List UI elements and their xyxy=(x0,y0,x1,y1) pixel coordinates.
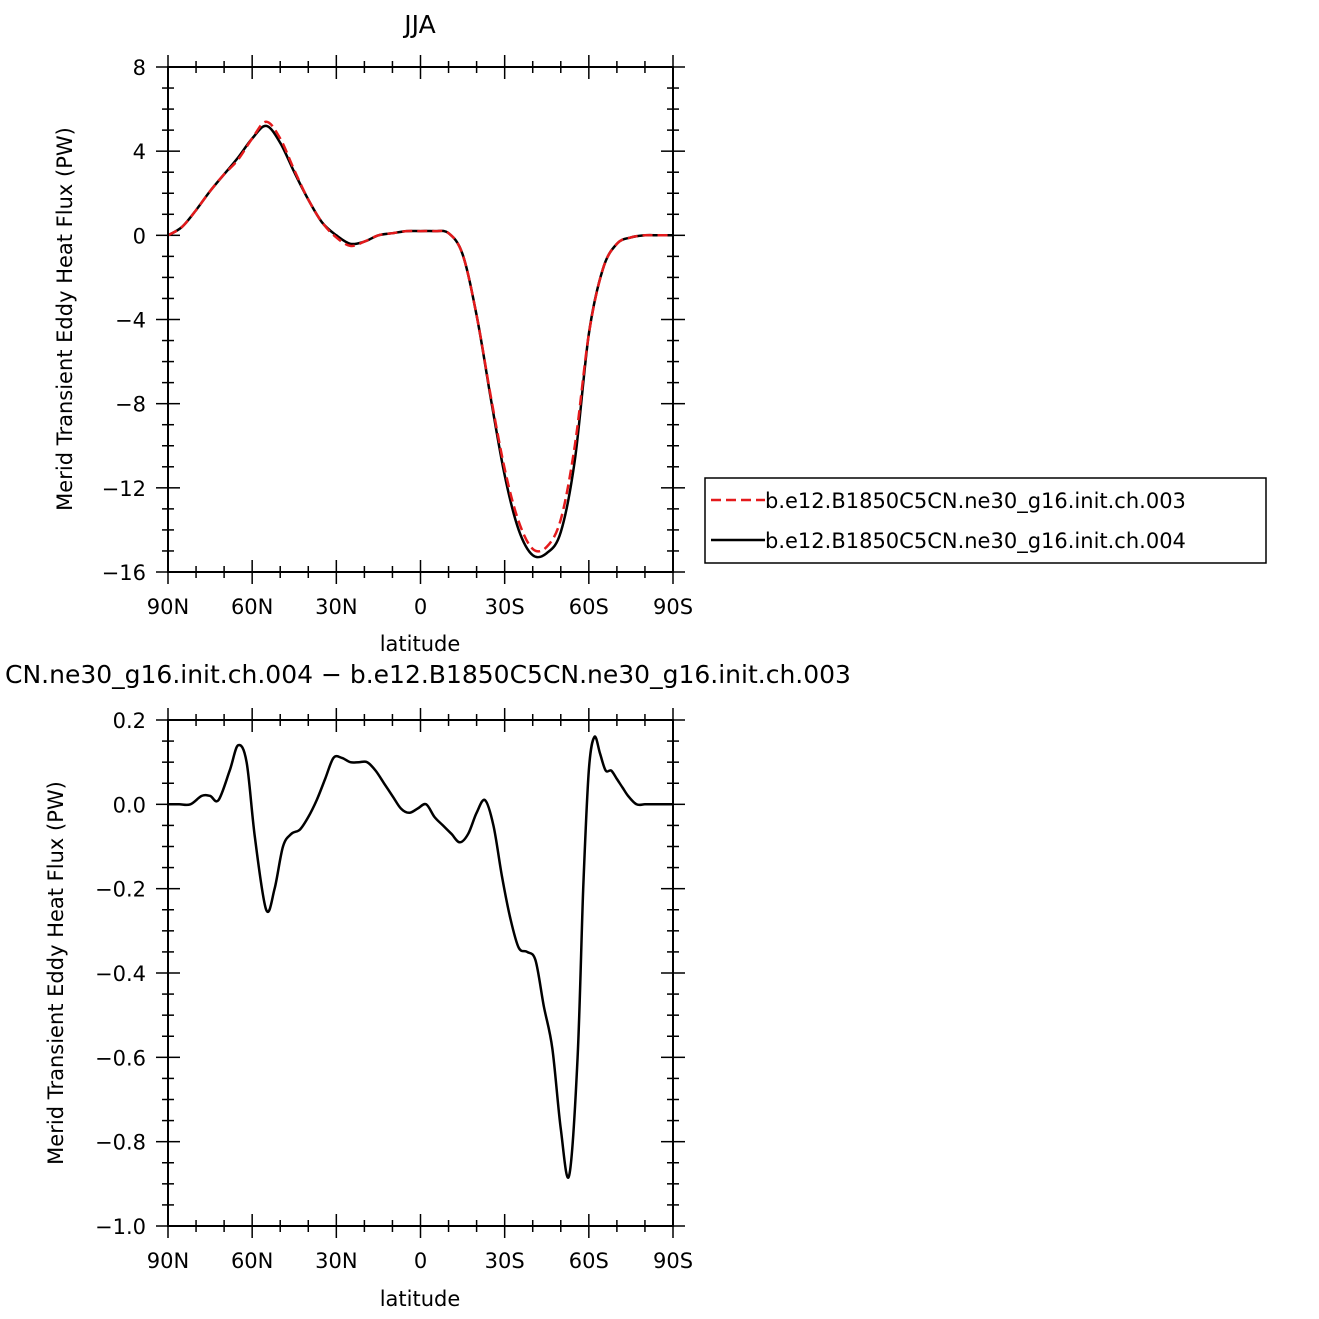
panel-top-title: JJA xyxy=(402,10,435,39)
series-line-1-0 xyxy=(168,735,673,1179)
legend-label-003: b.e12.B1850C5CN.ne30_g16.init.ch.003 xyxy=(765,489,1186,514)
y-tick-label: −0.2 xyxy=(95,878,146,902)
x-tick-label: 60N xyxy=(231,595,273,619)
panel-top-series xyxy=(167,120,673,559)
panel-bottom-frame xyxy=(167,719,674,1227)
x-tick-label: 30S xyxy=(485,595,525,619)
panel-bottom-title: CN.ne30_g16.init.ch.004 − b.e12.B1850C5C… xyxy=(5,660,851,689)
y-tick-label: −0.8 xyxy=(95,1131,146,1155)
x-tick-label: 30N xyxy=(315,1249,357,1273)
panel-bottom-series xyxy=(168,735,673,1179)
panel-top-x-axis-label: latitude xyxy=(380,632,461,656)
x-tick-label: 60N xyxy=(231,1249,273,1273)
x-tick-label: 30S xyxy=(485,1249,525,1273)
panel-bottom-ticks: 90N 60N 30N 0 30S 60S 90S 0.2 0.0 −0.2 −0.4 −0.6 −0.… xyxy=(95,708,693,1273)
x-tick-label: 60S xyxy=(569,595,609,619)
y-tick-label: −0.6 xyxy=(95,1046,146,1070)
panel-top-y-axis-label: Merid Transient Eddy Heat Flux (PW) xyxy=(53,127,77,511)
y-tick-label: −1.0 xyxy=(95,1215,146,1239)
y-tick-label: −12 xyxy=(102,477,146,501)
x-tick-label: 30N xyxy=(315,595,357,619)
legend-box xyxy=(704,477,1267,564)
y-tick-label: 0.0 xyxy=(113,793,146,817)
y-tick-label: 8 xyxy=(133,56,146,80)
y-tick-label: −8 xyxy=(115,393,146,417)
panel-bottom-y-axis-label: Merid Transient Eddy Heat Flux (PW) xyxy=(44,781,68,1165)
x-tick-label: 90N xyxy=(147,595,189,619)
x-tick-label: 0 xyxy=(414,595,427,619)
x-tick-label: 90S xyxy=(653,595,693,619)
legend-label-004: b.e12.B1850C5CN.ne30_g16.init.ch.004 xyxy=(765,529,1186,554)
panel-bottom-x-axis-label: latitude xyxy=(380,1287,461,1311)
panel-top-ticks: 90N 60N 30N 0 30S 60S 90S 8 4 0 −4 −8 −12 −16 xyxy=(102,55,693,619)
panel-top: JJA Merid Transient Eddy Heat Flux (PW) … xyxy=(53,10,1267,656)
y-tick-label: 4 xyxy=(133,140,146,164)
panel-top-frame xyxy=(167,66,674,573)
panel-bottom: CN.ne30_g16.init.ch.004 − b.e12.B1850C5C… xyxy=(5,660,851,1311)
y-tick-label: −0.4 xyxy=(95,962,146,986)
series-line-0-1 xyxy=(167,124,673,559)
y-tick-label: 0 xyxy=(133,224,146,248)
x-tick-label: 60S xyxy=(569,1249,609,1273)
series-line-0-0 xyxy=(167,120,673,553)
panel-top-legend: b.e12.B1850C5CN.ne30_g16.init.ch.003 b.e… xyxy=(704,477,1267,564)
y-tick-label: 0.2 xyxy=(113,709,146,733)
y-tick-label: −16 xyxy=(102,561,146,585)
y-tick-label: −4 xyxy=(115,309,146,333)
x-tick-label: 0 xyxy=(414,1249,427,1273)
x-tick-label: 90N xyxy=(147,1249,189,1273)
x-tick-label: 90S xyxy=(653,1249,693,1273)
